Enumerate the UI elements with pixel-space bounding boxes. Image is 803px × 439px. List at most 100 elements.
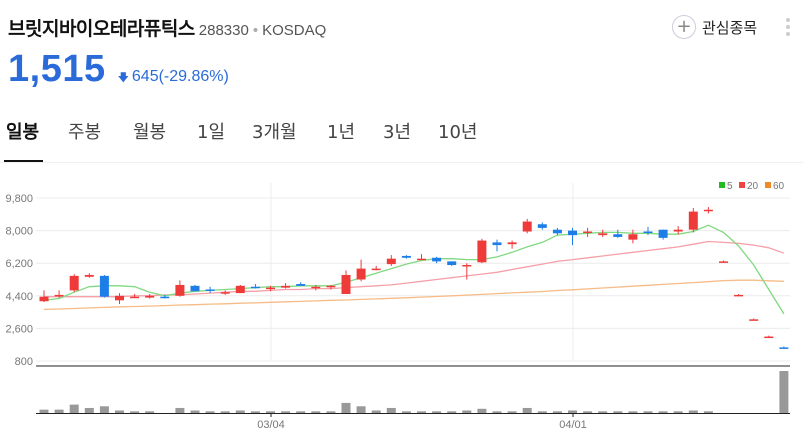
- y-axis-label: 8,000: [5, 226, 33, 238]
- volume-bar: [326, 411, 336, 413]
- candle: [583, 231, 593, 234]
- volume-bar: [643, 411, 653, 413]
- tab-3year[interactable]: 3년: [383, 122, 412, 143]
- ma60-line: [43, 279, 784, 311]
- candle: [719, 261, 728, 263]
- candle: [160, 296, 170, 299]
- current-price: 1,515: [8, 48, 106, 90]
- candle: [688, 211, 698, 230]
- x-axis: 03/04 04/01: [257, 413, 587, 431]
- volume-bar: [130, 411, 140, 413]
- candle: [326, 285, 336, 288]
- x-axis-label: 03/04: [257, 419, 285, 431]
- tab-1day[interactable]: 1일: [197, 122, 226, 143]
- legend-label: 60: [773, 181, 785, 192]
- down-arrow-icon: 🡇: [117, 72, 129, 84]
- volume-bar: [84, 407, 94, 413]
- tab-daily[interactable]: 일봉: [6, 122, 40, 143]
- ma5-line: [43, 224, 785, 315]
- volume-bar: [175, 407, 185, 413]
- candle: [250, 286, 260, 289]
- tab-monthly[interactable]: 월봉: [133, 122, 167, 143]
- y-axis-label: 800: [15, 356, 33, 368]
- volume-bar: [522, 407, 532, 413]
- volume-bar: [54, 409, 64, 413]
- chart-legend: 5 20 60: [719, 181, 785, 192]
- candlesticks: [39, 207, 789, 349]
- tab-weekly[interactable]: 주봉: [68, 122, 102, 143]
- candle: [673, 229, 683, 232]
- volume-bar: [311, 411, 321, 413]
- volume-bar: [568, 410, 577, 413]
- candle: [613, 234, 623, 237]
- volume-bar: [281, 411, 291, 413]
- price-change: 🡇 645(-29.86%): [118, 68, 229, 88]
- candle: [552, 229, 562, 234]
- add-watchlist-button[interactable]: + 관심종목: [672, 15, 757, 39]
- volume-bar: [220, 411, 230, 413]
- more-options-button[interactable]: [786, 18, 792, 36]
- volume-bar: [190, 410, 200, 413]
- candle: [522, 221, 532, 232]
- candle: [84, 274, 94, 277]
- stock-code: 288330: [198, 22, 249, 39]
- candle: [386, 258, 396, 265]
- volume-bar: [613, 411, 623, 413]
- volume-bar: [115, 410, 124, 413]
- candle: [296, 284, 306, 286]
- plus-circle-icon: +: [672, 15, 696, 39]
- volume-bar: [507, 411, 517, 413]
- tab-3month[interactable]: 3개월: [252, 122, 297, 143]
- volume-bar: [779, 371, 789, 413]
- candle: [311, 286, 321, 289]
- active-tab-indicator: [4, 160, 43, 162]
- chart-grid: 9,800 8,000 6,200 4,400 2,600 800: [5, 183, 790, 368]
- dot: [786, 32, 790, 36]
- period-tabs: 일봉 주봉 월봉 1일 3개월 1년 3년 10년: [0, 118, 803, 163]
- stock-meta: 288330 • KOSDAQ: [199, 22, 327, 39]
- candle: [537, 224, 547, 228]
- volume-bar: [703, 411, 713, 413]
- candle: [417, 258, 426, 261]
- legend-label: 5: [727, 181, 733, 192]
- candle: [628, 234, 638, 240]
- candle: [477, 240, 487, 263]
- y-axis-label: 6,200: [5, 258, 33, 270]
- ma20-line: [44, 240, 785, 298]
- volume-bar: [341, 402, 351, 413]
- volume-bar: [205, 411, 215, 413]
- volume-bar: [432, 411, 442, 413]
- volume-bar: [235, 410, 245, 413]
- volume-bar: [628, 411, 638, 413]
- stock-name: 브릿지바이오테라퓨틱스: [8, 18, 195, 40]
- volume-bars: [36, 371, 790, 414]
- candle: [462, 265, 472, 267]
- volume-bar: [658, 411, 668, 413]
- candle: [371, 268, 381, 271]
- candle: [281, 285, 291, 288]
- candle: [39, 296, 49, 302]
- watchlist-label: 관심종목: [702, 18, 758, 37]
- stock-title-row: 브릿지바이오테라퓨틱스 288330 • KOSDAQ: [8, 14, 326, 41]
- volume-bar: [492, 411, 502, 413]
- candle: [99, 275, 109, 297]
- tab-10year[interactable]: 10년: [438, 122, 478, 143]
- volume-bar: [598, 411, 608, 413]
- candle: [69, 275, 79, 291]
- y-axis-label: 4,400: [5, 291, 33, 303]
- candle: [658, 229, 668, 238]
- candle: [205, 289, 215, 291]
- candle: [643, 231, 653, 234]
- y-axis-label: 9,800: [5, 193, 33, 205]
- volume-bar: [296, 411, 306, 413]
- tab-1year[interactable]: 1년: [327, 122, 356, 143]
- volume-bar: [371, 410, 381, 413]
- candle: [598, 233, 608, 236]
- candle: [235, 285, 245, 294]
- quote-row: 1,515 🡇 645(-29.86%): [8, 48, 229, 91]
- volume-bar: [266, 411, 275, 413]
- candle: [341, 274, 351, 294]
- volume-bar: [688, 410, 698, 413]
- volume-bar: [477, 408, 487, 413]
- candle: [145, 295, 155, 298]
